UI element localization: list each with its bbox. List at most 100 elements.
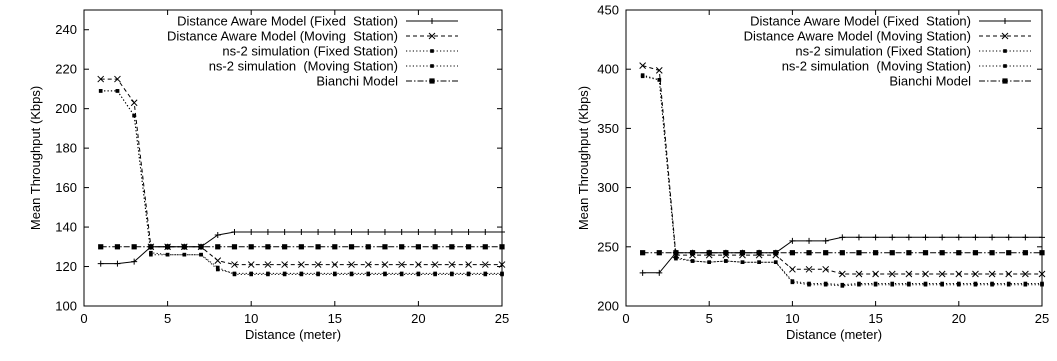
data-point	[940, 282, 944, 287]
data-point	[773, 250, 779, 256]
data-point	[840, 284, 845, 288]
data-point	[907, 282, 911, 287]
data-point	[905, 234, 912, 241]
data-point	[1006, 282, 1011, 287]
data-point	[299, 272, 304, 277]
data-point	[838, 270, 846, 278]
data-point	[348, 244, 355, 250]
data-point	[790, 280, 795, 285]
data-point	[889, 234, 896, 241]
data-point	[890, 282, 895, 287]
data-point	[707, 260, 711, 264]
data-point	[315, 229, 322, 235]
y-tick-label: 100	[55, 299, 77, 314]
right-throughput-chart: 0 5 10 15 20 25 200 250 300 350 400 450 Distance (me…	[576, 3, 1049, 343]
data-point	[639, 269, 646, 276]
data-point	[972, 250, 979, 256]
legend-marker	[429, 18, 435, 24]
data-point	[298, 244, 304, 250]
data-point	[115, 89, 120, 93]
data-point	[215, 265, 220, 270]
data-point	[131, 258, 138, 265]
data-point	[822, 237, 829, 244]
data-point	[364, 261, 372, 268]
data-point	[806, 250, 812, 256]
data-point	[656, 250, 662, 256]
data-point	[655, 67, 663, 74]
data-point	[348, 261, 355, 268]
data-point	[955, 270, 963, 278]
y-tick-label: 220	[55, 62, 77, 77]
data-point	[415, 229, 422, 235]
data-point	[416, 272, 421, 277]
data-point	[673, 250, 679, 256]
data-point	[972, 234, 979, 241]
data-point	[331, 261, 339, 268]
data-point	[498, 261, 506, 268]
legend-marker	[1003, 49, 1007, 53]
data-point	[281, 229, 288, 235]
data-point	[1039, 250, 1045, 256]
data-point	[231, 261, 238, 268]
legend-label: Bianchi Model	[889, 74, 971, 89]
data-point	[132, 113, 136, 118]
x-tick-label: 0	[622, 311, 629, 326]
series-line-1	[100, 78, 502, 266]
data-point	[1005, 234, 1012, 241]
data-point	[383, 272, 387, 277]
data-point	[215, 267, 220, 272]
data-point	[265, 244, 271, 250]
y-tick-label: 200	[597, 299, 619, 314]
data-point	[499, 229, 505, 235]
data-point	[822, 265, 830, 273]
data-point	[264, 261, 272, 268]
data-point	[639, 62, 646, 70]
data-point	[465, 261, 472, 268]
data-point	[366, 272, 371, 277]
y-tick-label: 250	[597, 239, 619, 254]
data-point	[1006, 250, 1012, 256]
y-tick-label: 160	[55, 180, 77, 195]
data-point	[939, 234, 946, 241]
data-point	[431, 261, 439, 268]
data-point	[857, 282, 861, 287]
y-axis-label: Mean Throughput (Kbps)	[28, 86, 43, 230]
series-line-1	[642, 65, 1042, 275]
legend-marker	[430, 49, 434, 53]
x-tick-label: 10	[785, 311, 799, 326]
data-point	[448, 261, 456, 268]
data-point	[499, 244, 505, 250]
data-point	[97, 260, 104, 267]
data-point	[315, 244, 321, 250]
data-point	[690, 259, 695, 263]
data-point	[399, 244, 405, 250]
data-point	[855, 234, 862, 241]
data-point	[114, 244, 121, 250]
x-tick-label: 20	[952, 311, 966, 326]
legend-label: ns-2 simulation (Moving Station)	[782, 59, 971, 74]
y-tick-label: 450	[597, 3, 619, 18]
x-tick-label: 5	[164, 311, 171, 326]
data-point	[973, 282, 978, 287]
x-axis-label: Distance (meter)	[245, 327, 341, 342]
data-point	[415, 244, 421, 250]
data-point	[448, 229, 455, 235]
legend-marker	[430, 64, 434, 68]
data-point	[199, 252, 203, 257]
data-point	[214, 231, 221, 238]
data-point	[130, 99, 138, 107]
data-point	[922, 270, 929, 278]
data-point	[182, 252, 187, 257]
data-point	[889, 250, 895, 256]
data-point	[483, 272, 488, 277]
data-point	[348, 229, 355, 235]
data-point	[656, 269, 663, 276]
data-point	[805, 265, 813, 273]
data-point	[839, 250, 845, 256]
y-tick-label: 240	[55, 22, 77, 37]
data-point	[398, 261, 406, 268]
data-point	[198, 244, 204, 250]
data-point	[249, 272, 253, 277]
legend-marker	[429, 78, 435, 84]
x-tick-label: 20	[411, 311, 425, 326]
